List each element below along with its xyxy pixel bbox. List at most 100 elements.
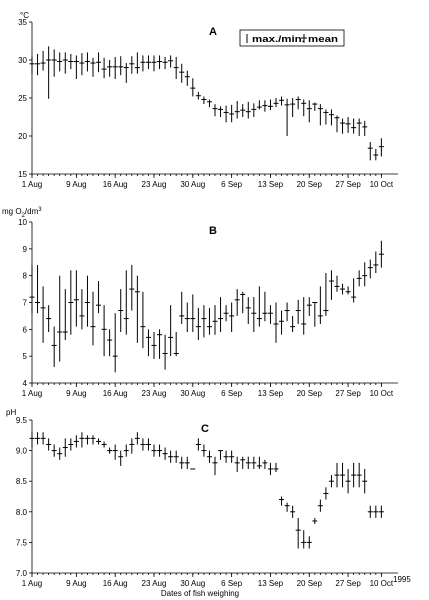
data-point	[101, 57, 107, 79]
data-point	[306, 536, 312, 549]
data-point	[57, 275, 63, 362]
data-point	[173, 332, 179, 357]
x-tick-label: 1 Aug	[22, 180, 42, 189]
data-point	[168, 55, 174, 68]
y-tick-label: 30	[18, 56, 27, 65]
x-tick-label: 20 Sep	[297, 389, 323, 398]
data-point	[362, 120, 368, 136]
y-axis-unit: pH	[6, 408, 16, 417]
data-point	[256, 100, 262, 110]
data-point	[190, 78, 196, 97]
data-point	[140, 438, 146, 451]
x-tick-label: 9 Aug	[66, 579, 86, 588]
data-point	[340, 118, 346, 134]
data-point	[356, 118, 362, 136]
x-tick-label: 10 Oct	[370, 180, 394, 189]
x-tick-label: 6 Sep	[221, 389, 242, 398]
x-tick-label: 23 Aug	[142, 180, 167, 189]
data-point	[123, 444, 129, 457]
panel-title: C	[201, 423, 209, 435]
y-tick-label: 6	[23, 325, 28, 334]
data-point	[323, 109, 329, 125]
x-tick-label: 1 Aug	[22, 579, 42, 588]
x-tick-label: 9 Aug	[66, 389, 86, 398]
data-point	[378, 138, 384, 157]
data-point	[362, 468, 368, 494]
data-point	[317, 104, 323, 126]
data-point	[273, 98, 279, 108]
data-point	[46, 305, 52, 333]
data-point	[267, 305, 273, 324]
data-point	[323, 487, 329, 500]
data-point	[301, 99, 307, 117]
data-point	[345, 468, 351, 494]
data-point	[290, 505, 296, 518]
data-point	[262, 100, 268, 112]
x-tick-label: 13 Sep	[258, 180, 284, 189]
data-point	[129, 56, 135, 74]
data-point	[206, 99, 212, 108]
x-tick-label: 13 Sep	[258, 579, 284, 588]
data-point	[129, 264, 135, 311]
x-tick-label: 30 Aug	[180, 579, 205, 588]
x-tick-label: 30 Aug	[180, 389, 205, 398]
data-point	[279, 496, 285, 506]
x-tick-label: 6 Sep	[221, 579, 242, 588]
data-point	[96, 438, 102, 445]
panel-title: B	[209, 225, 217, 237]
data-point	[301, 297, 307, 335]
data-point	[107, 447, 113, 454]
data-point	[290, 315, 296, 333]
data-point	[378, 505, 384, 518]
data-point	[107, 329, 113, 357]
data-point	[51, 326, 57, 367]
x-tick-label: 16 Aug	[103, 579, 128, 588]
data-point	[96, 52, 102, 73]
data-point	[229, 104, 235, 123]
data-point	[134, 432, 140, 445]
data-point	[68, 53, 74, 70]
data-point	[145, 329, 151, 357]
data-point	[62, 289, 68, 341]
data-point	[90, 435, 96, 445]
data-point	[173, 56, 179, 79]
data-point	[262, 459, 268, 469]
data-point	[179, 456, 185, 469]
y-tick-label: 9	[23, 245, 28, 254]
data-point	[284, 98, 290, 136]
y-tick-label: 7.5	[16, 538, 28, 547]
data-point	[168, 305, 174, 357]
data-point	[157, 55, 163, 70]
data-point	[201, 444, 207, 457]
data-point	[328, 109, 334, 126]
data-point	[334, 462, 340, 488]
y-tick-label: 25	[18, 94, 27, 103]
x-tick-label: 16 Aug	[103, 180, 128, 189]
legend-box	[239, 29, 345, 47]
data-point	[118, 289, 124, 333]
data-point	[201, 305, 207, 338]
data-point	[57, 447, 63, 460]
data-point	[328, 475, 334, 488]
data-point	[112, 313, 118, 373]
data-point	[362, 262, 368, 287]
data-point	[51, 444, 57, 457]
panel-title: A	[209, 26, 217, 38]
data-point	[317, 286, 323, 324]
data-point	[323, 272, 329, 316]
data-point	[79, 432, 85, 448]
data-point	[112, 56, 118, 79]
data-point	[179, 291, 185, 324]
data-point	[73, 435, 79, 448]
data-point	[157, 444, 163, 457]
data-point	[179, 63, 185, 83]
data-point	[356, 462, 362, 488]
data-point	[234, 456, 240, 473]
panels: A °C 15 20 25 30 35 1 Aug 9 Aug 16 Aug 23 Aug 30 Au…	[2, 11, 398, 588]
data-point	[195, 438, 201, 451]
data-point	[123, 63, 129, 83]
data-point	[240, 104, 246, 117]
data-point	[40, 286, 46, 343]
